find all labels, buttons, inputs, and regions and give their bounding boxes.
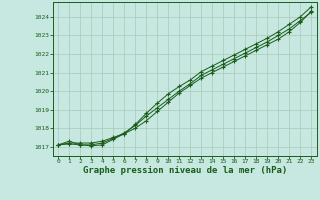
X-axis label: Graphe pression niveau de la mer (hPa): Graphe pression niveau de la mer (hPa) — [83, 166, 287, 175]
